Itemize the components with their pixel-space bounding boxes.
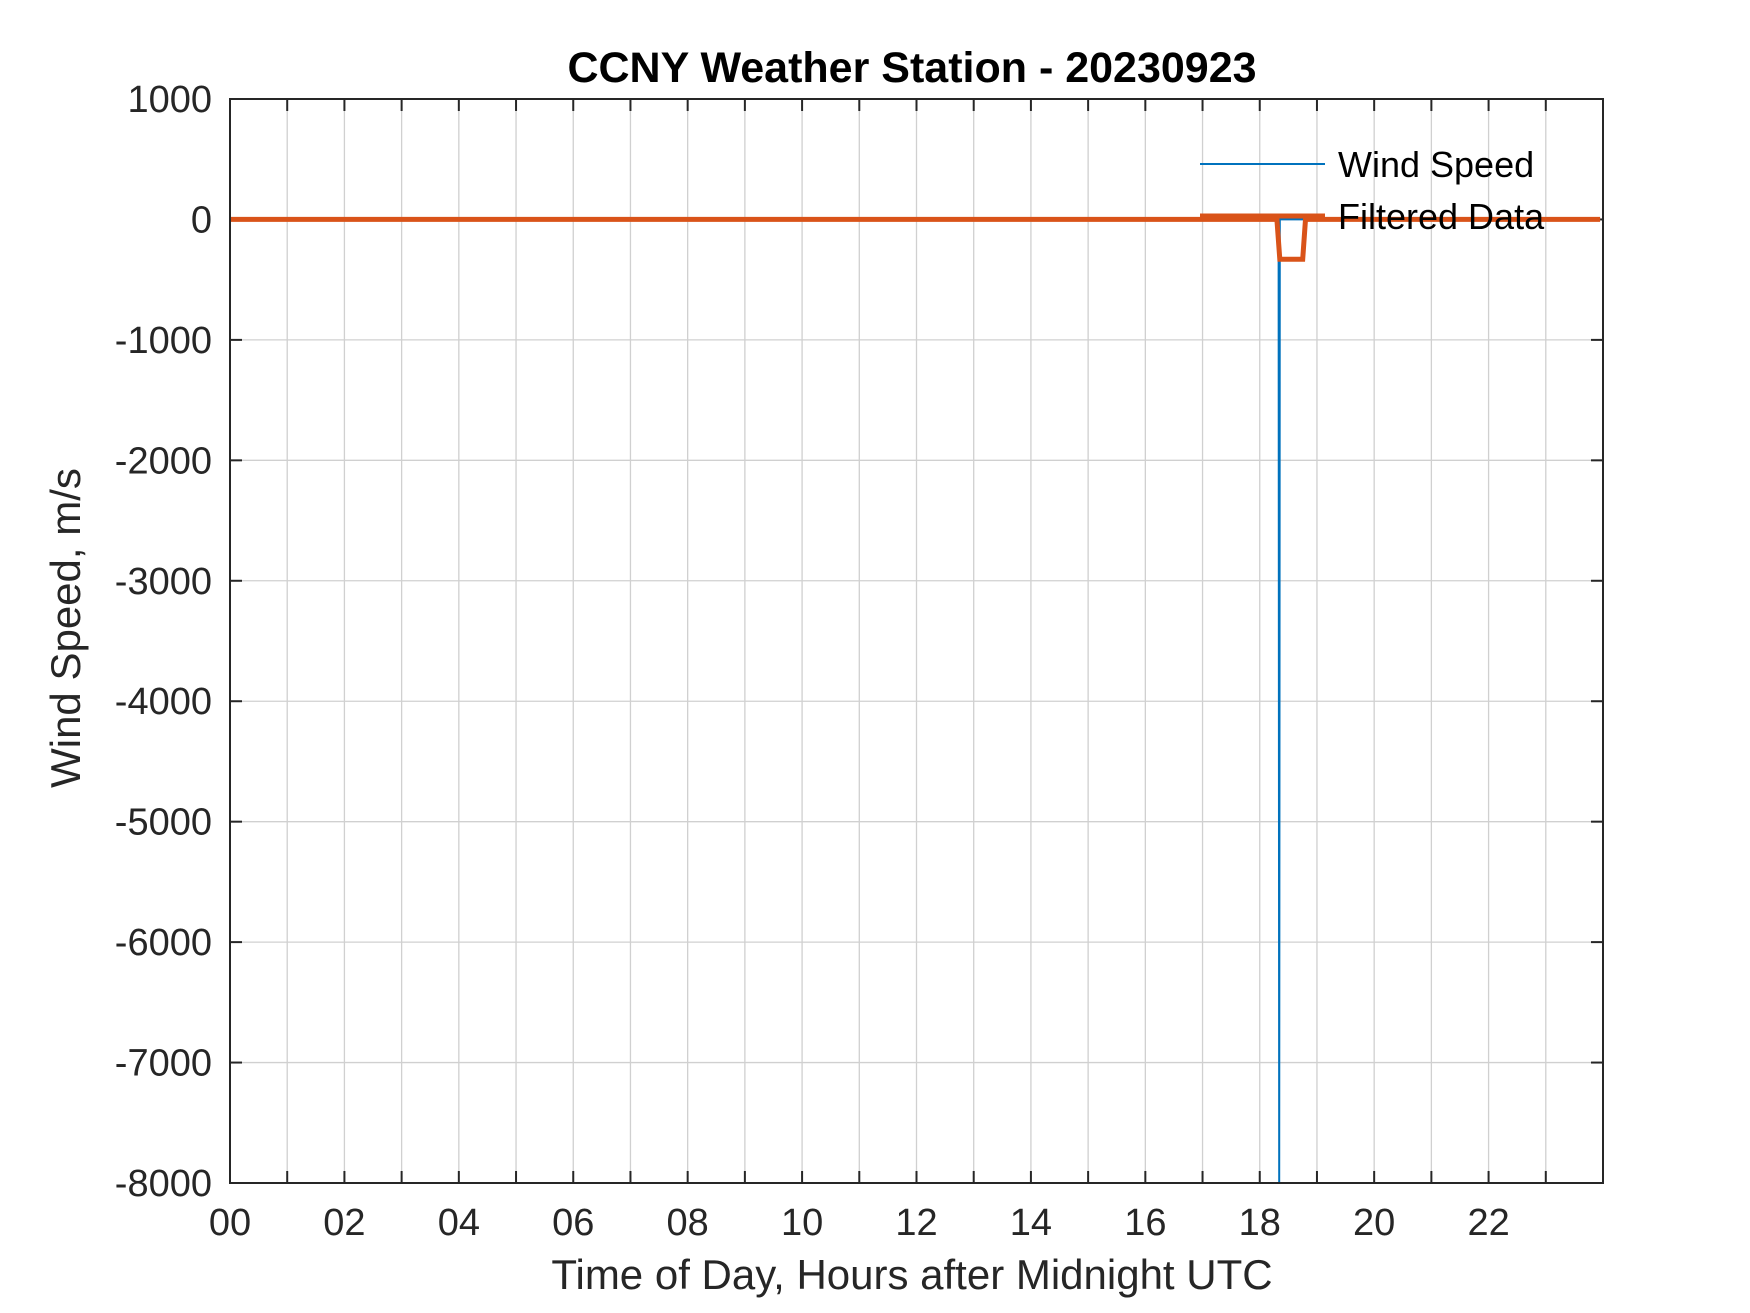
series-line-filtered-data [230, 216, 1601, 262]
x-tick-label: 20 [1353, 1202, 1395, 1244]
x-tick-label: 10 [781, 1202, 823, 1244]
x-tick-label: 04 [438, 1202, 480, 1244]
y-tick-label: -4000 [115, 681, 212, 723]
y-tick-label: -7000 [115, 1043, 212, 1085]
x-tick-labels: 00 02 04 06 08 10 12 14 16 18 20 22 [209, 1202, 1510, 1244]
x-tick-label: 16 [1124, 1202, 1166, 1244]
x-tick-label: 06 [552, 1202, 594, 1244]
x-tick-label: 12 [895, 1202, 937, 1244]
y-tick-label: -3000 [115, 561, 212, 603]
axis-ticks [229, 98, 1603, 1184]
chart-title: CCNY Weather Station - 20230923 [567, 44, 1256, 92]
y-tick-label: -5000 [115, 802, 212, 844]
x-tick-label: 14 [1010, 1202, 1052, 1244]
legend-entry-label: Wind Speed [1338, 144, 1534, 185]
x-tick-label: 08 [667, 1202, 709, 1244]
y-tick-label: -6000 [115, 922, 212, 964]
y-tick-label: 0 [191, 199, 212, 241]
x-tick-label: 22 [1467, 1202, 1509, 1244]
y-tick-label: -1000 [115, 320, 212, 362]
x-axis-label: Time of Day, Hours after Midnight UTC [551, 1251, 1272, 1298]
x-tick-label: 00 [209, 1202, 251, 1244]
legend: Wind Speed Filtered Data [1200, 144, 1545, 237]
y-tick-label: -8000 [115, 1163, 212, 1205]
y-tick-labels: 1000 0 -1000 -2000 -3000 -4000 -5000 -6000 -7000… [115, 79, 212, 1205]
x-tick-label: 18 [1239, 1202, 1281, 1244]
y-tick-label: -2000 [115, 440, 212, 482]
y-tick-label: 1000 [127, 79, 212, 121]
legend-entry-label: Filtered Data [1338, 196, 1545, 237]
y-axis-label: Wind Speed, m/s [42, 468, 89, 788]
axes-box [229, 98, 1604, 1184]
x-tick-label: 02 [323, 1202, 365, 1244]
